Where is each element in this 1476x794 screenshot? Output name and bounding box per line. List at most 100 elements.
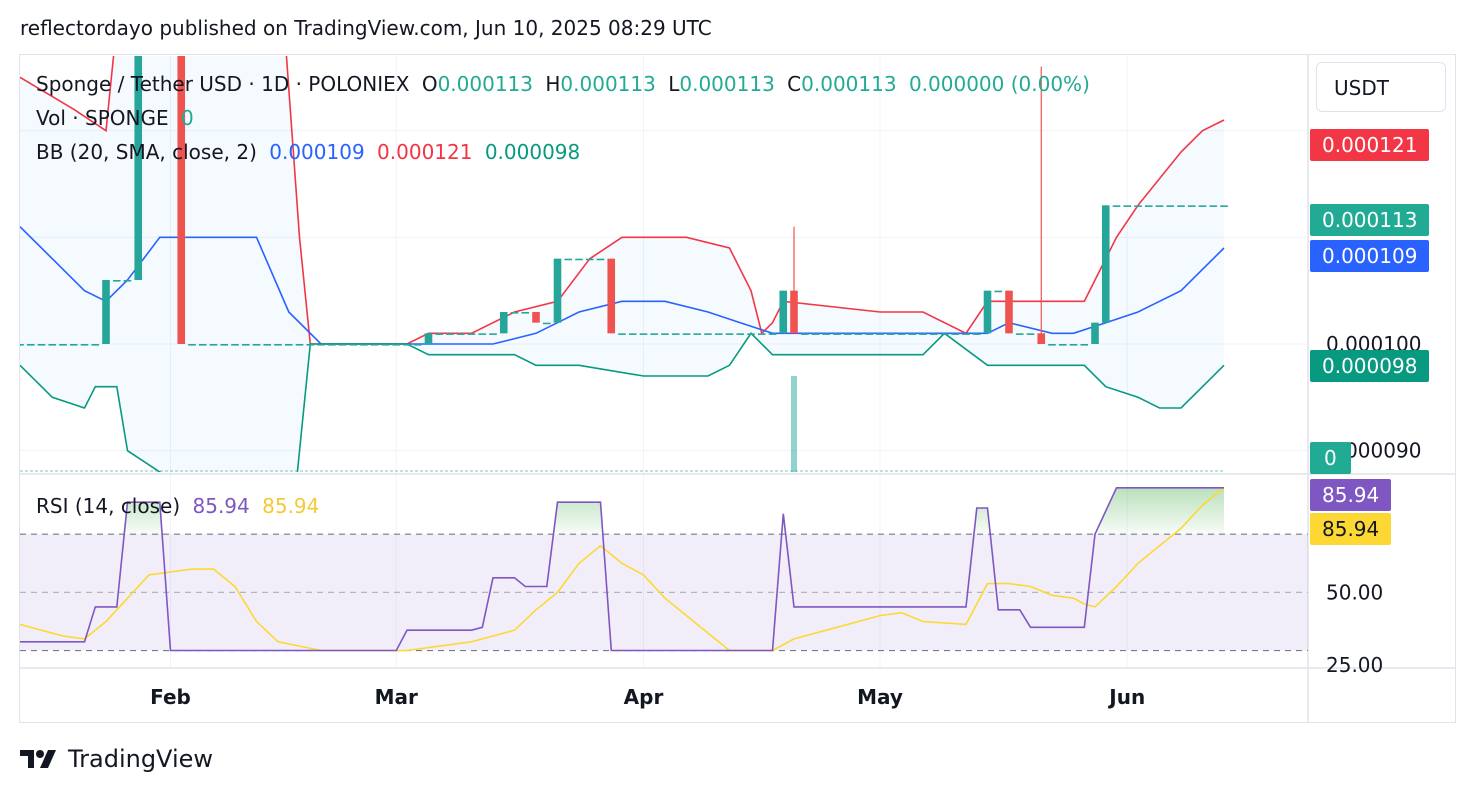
candle[interactable] bbox=[1101, 205, 1110, 323]
candle[interactable] bbox=[983, 290, 992, 334]
candle[interactable] bbox=[252, 344, 261, 346]
candle[interactable] bbox=[198, 344, 207, 346]
candle[interactable] bbox=[456, 333, 465, 335]
candle[interactable] bbox=[736, 333, 745, 335]
candle[interactable] bbox=[1091, 322, 1099, 344]
candle[interactable] bbox=[876, 333, 884, 335]
candle[interactable] bbox=[1177, 205, 1185, 207]
candle[interactable] bbox=[489, 333, 497, 335]
candle[interactable] bbox=[575, 258, 583, 261]
candle[interactable] bbox=[392, 344, 401, 346]
candle[interactable] bbox=[1123, 205, 1132, 207]
candle[interactable] bbox=[962, 333, 970, 335]
candle[interactable] bbox=[585, 258, 594, 261]
candle[interactable] bbox=[994, 290, 1003, 293]
candle[interactable] bbox=[467, 333, 476, 335]
rsi-legend[interactable]: RSI (14, close) 85.94 85.94 bbox=[36, 494, 325, 518]
candle[interactable] bbox=[865, 333, 874, 335]
candle[interactable] bbox=[435, 333, 444, 335]
candle[interactable] bbox=[704, 333, 712, 335]
candle[interactable] bbox=[220, 344, 229, 346]
candle[interactable] bbox=[682, 333, 691, 335]
candle[interactable] bbox=[693, 333, 702, 335]
candle[interactable] bbox=[446, 333, 454, 335]
candle[interactable] bbox=[639, 333, 648, 335]
candle[interactable] bbox=[661, 333, 669, 335]
symbol-title[interactable]: Sponge / Tether USD · 1D · POLONIEX bbox=[36, 72, 410, 96]
candle[interactable] bbox=[338, 344, 347, 346]
candle[interactable] bbox=[1220, 205, 1228, 207]
candle[interactable] bbox=[908, 333, 917, 335]
candle[interactable] bbox=[843, 333, 852, 335]
candle[interactable] bbox=[413, 344, 422, 346]
candle[interactable] bbox=[327, 344, 336, 346]
candle[interactable] bbox=[241, 344, 250, 346]
candle[interactable] bbox=[650, 333, 659, 335]
candle[interactable] bbox=[671, 333, 680, 335]
candle[interactable] bbox=[16, 344, 24, 346]
candle[interactable] bbox=[1198, 205, 1207, 207]
candle[interactable] bbox=[1080, 344, 1089, 346]
candle[interactable] bbox=[48, 344, 57, 346]
candle[interactable] bbox=[306, 344, 315, 346]
candle[interactable] bbox=[607, 258, 616, 334]
candle[interactable] bbox=[1155, 205, 1164, 207]
candle[interactable] bbox=[102, 280, 110, 344]
candle[interactable] bbox=[532, 312, 540, 323]
candle[interactable] bbox=[424, 333, 433, 344]
candle[interactable] bbox=[263, 344, 272, 346]
candle[interactable] bbox=[231, 344, 239, 346]
candle[interactable] bbox=[1209, 205, 1218, 207]
candle[interactable] bbox=[768, 333, 777, 335]
candle[interactable] bbox=[91, 344, 100, 346]
candle[interactable] bbox=[123, 280, 132, 282]
candle[interactable] bbox=[1069, 344, 1078, 346]
candle[interactable] bbox=[1048, 344, 1056, 346]
candle[interactable] bbox=[317, 344, 325, 346]
candle[interactable] bbox=[596, 258, 605, 261]
candle[interactable] bbox=[381, 344, 390, 346]
candle[interactable] bbox=[747, 333, 755, 335]
candle[interactable] bbox=[145, 3, 153, 5]
candle[interactable] bbox=[209, 344, 218, 346]
candle[interactable] bbox=[951, 333, 960, 335]
candle[interactable] bbox=[714, 333, 723, 335]
candle[interactable] bbox=[59, 344, 67, 346]
candle[interactable] bbox=[553, 258, 562, 323]
candle[interactable] bbox=[1026, 333, 1035, 335]
candle[interactable] bbox=[790, 290, 798, 334]
candle[interactable] bbox=[1144, 205, 1153, 207]
candle[interactable] bbox=[822, 333, 831, 335]
candle[interactable] bbox=[854, 333, 863, 335]
candle[interactable] bbox=[1187, 205, 1196, 207]
candle[interactable] bbox=[167, 3, 175, 5]
candle[interactable] bbox=[628, 333, 637, 335]
candle[interactable] bbox=[370, 344, 379, 346]
candle[interactable] bbox=[403, 344, 411, 346]
candle[interactable] bbox=[349, 344, 358, 346]
candle[interactable] bbox=[69, 344, 78, 346]
candle[interactable] bbox=[886, 333, 895, 335]
candle[interactable] bbox=[360, 344, 368, 346]
candle[interactable] bbox=[274, 344, 282, 346]
candle[interactable] bbox=[811, 333, 820, 335]
candle[interactable] bbox=[1112, 205, 1121, 207]
candle[interactable] bbox=[156, 3, 164, 5]
candle[interactable] bbox=[510, 312, 519, 314]
candle[interactable] bbox=[618, 333, 626, 335]
candle[interactable] bbox=[26, 344, 35, 346]
candle[interactable] bbox=[1037, 333, 1046, 344]
candle[interactable] bbox=[177, 3, 186, 345]
candle[interactable] bbox=[833, 333, 841, 335]
candle[interactable] bbox=[972, 333, 981, 335]
candle[interactable] bbox=[919, 333, 927, 335]
candle[interactable] bbox=[1058, 344, 1067, 346]
candle[interactable] bbox=[1015, 333, 1024, 335]
candle[interactable] bbox=[1166, 205, 1175, 207]
candle[interactable] bbox=[188, 344, 196, 346]
tradingview-logo[interactable]: TradingView bbox=[20, 742, 213, 776]
candle[interactable] bbox=[940, 333, 949, 335]
candle[interactable] bbox=[1005, 290, 1013, 334]
candle[interactable] bbox=[929, 333, 938, 335]
